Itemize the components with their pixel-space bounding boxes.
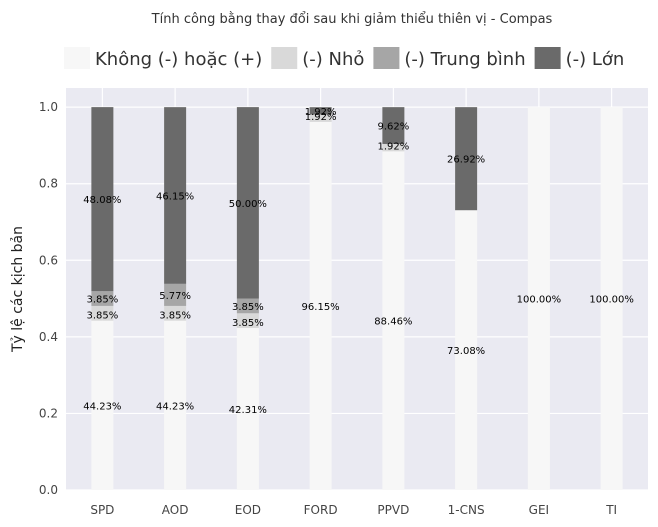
legend-swatch — [373, 47, 400, 69]
bar-segment — [236, 298, 259, 314]
data-label: 3.85% — [232, 318, 264, 329]
bar-segment — [309, 121, 332, 490]
y-tick-label: 0.0 — [39, 483, 58, 497]
data-label: 5.77% — [159, 291, 191, 302]
data-label: 48.08% — [83, 195, 121, 206]
data-label: 9.62% — [377, 122, 409, 133]
plot-background — [66, 88, 648, 490]
data-label: 88.46% — [374, 317, 412, 328]
data-label: 1.92% — [377, 141, 409, 152]
data-labels-group: 44.23% 3.85% 3.85% 48.08% 44.23% 3.85% 5.77% 46… — [83, 107, 634, 416]
bar-segment — [164, 107, 187, 284]
legend-swatch — [271, 47, 298, 69]
data-label: 1.92% — [305, 107, 337, 118]
legend-label: Không (-) hoặc (+) — [95, 49, 262, 70]
bar-segment — [455, 107, 478, 211]
bar-segment — [91, 305, 114, 321]
legend-label: (-) Lớn — [566, 49, 625, 70]
data-label: 3.85% — [232, 302, 264, 313]
data-label: 42.31% — [229, 405, 267, 416]
bar-segment — [164, 283, 187, 306]
data-label: 26.92% — [447, 155, 485, 166]
data-label: 1.92% — [305, 112, 337, 123]
data-label: 3.85% — [86, 311, 118, 322]
data-label: 73.08% — [447, 346, 485, 357]
legend-label: (-) Trung bình — [404, 49, 525, 70]
bar-segment — [382, 143, 405, 152]
bar-segment — [309, 114, 332, 122]
bar-segment — [236, 107, 259, 299]
y-axis-label: Tỷ lệ các kịch bản — [10, 226, 26, 353]
bar-segment — [527, 107, 550, 491]
bar-segment — [309, 107, 332, 115]
bar-segment — [91, 291, 114, 306]
bar-segment — [382, 151, 405, 490]
bar-segment — [382, 107, 405, 144]
data-label: 44.23% — [156, 401, 194, 412]
y-tick-label: 1.0 — [39, 100, 58, 114]
x-tick-label: AOD — [162, 503, 189, 517]
bar-segment — [455, 210, 478, 490]
bar-segment — [236, 328, 259, 490]
x-tick-label: FORD — [304, 503, 338, 517]
data-label: 100.00% — [517, 295, 562, 306]
y-tick-label: 0.2 — [39, 406, 58, 420]
bar-segment — [91, 107, 114, 292]
y-tick-label: 0.6 — [39, 253, 58, 267]
data-label: 50.00% — [229, 199, 267, 210]
chart-title: Tính công bằng thay đổi sau khi giảm thi… — [151, 12, 553, 27]
bar-segment — [164, 320, 187, 490]
bar-segment — [236, 313, 259, 329]
x-tick-label: 1-CNS — [448, 503, 485, 517]
legend-swatch — [64, 47, 90, 69]
data-label: 96.15% — [302, 302, 340, 313]
y-tick-labels: 0.0 0.2 0.4 0.6 0.8 1.0 — [39, 100, 58, 497]
y-tick-label: 0.4 — [39, 330, 58, 344]
bar-segment — [600, 107, 623, 491]
data-label: 46.15% — [156, 191, 194, 202]
bar-segment — [164, 305, 187, 321]
x-tick-label: SPD — [90, 503, 114, 517]
data-label: 3.85% — [159, 311, 191, 322]
x-tick-label: PPVD — [377, 503, 409, 517]
data-label: 3.85% — [86, 295, 118, 306]
x-tick-label: GEI — [529, 503, 549, 517]
bars-group — [91, 107, 623, 491]
y-tick-label: 0.8 — [39, 177, 58, 191]
legend-label: (-) Nhỏ — [302, 49, 364, 70]
data-label: 44.23% — [83, 401, 121, 412]
legend-swatch — [534, 47, 561, 69]
x-tick-label: EOD — [235, 503, 261, 517]
x-tick-label: TI — [605, 503, 617, 517]
x-tick-labels: SPD AOD EOD FORD PPVD 1-CNS GEI TI — [90, 503, 617, 517]
data-label: 100.00% — [589, 295, 634, 306]
bar-segment — [91, 320, 114, 490]
legend: Không (-) hoặc (+) (-) Nhỏ (-) Trung bình (… — [64, 47, 624, 70]
